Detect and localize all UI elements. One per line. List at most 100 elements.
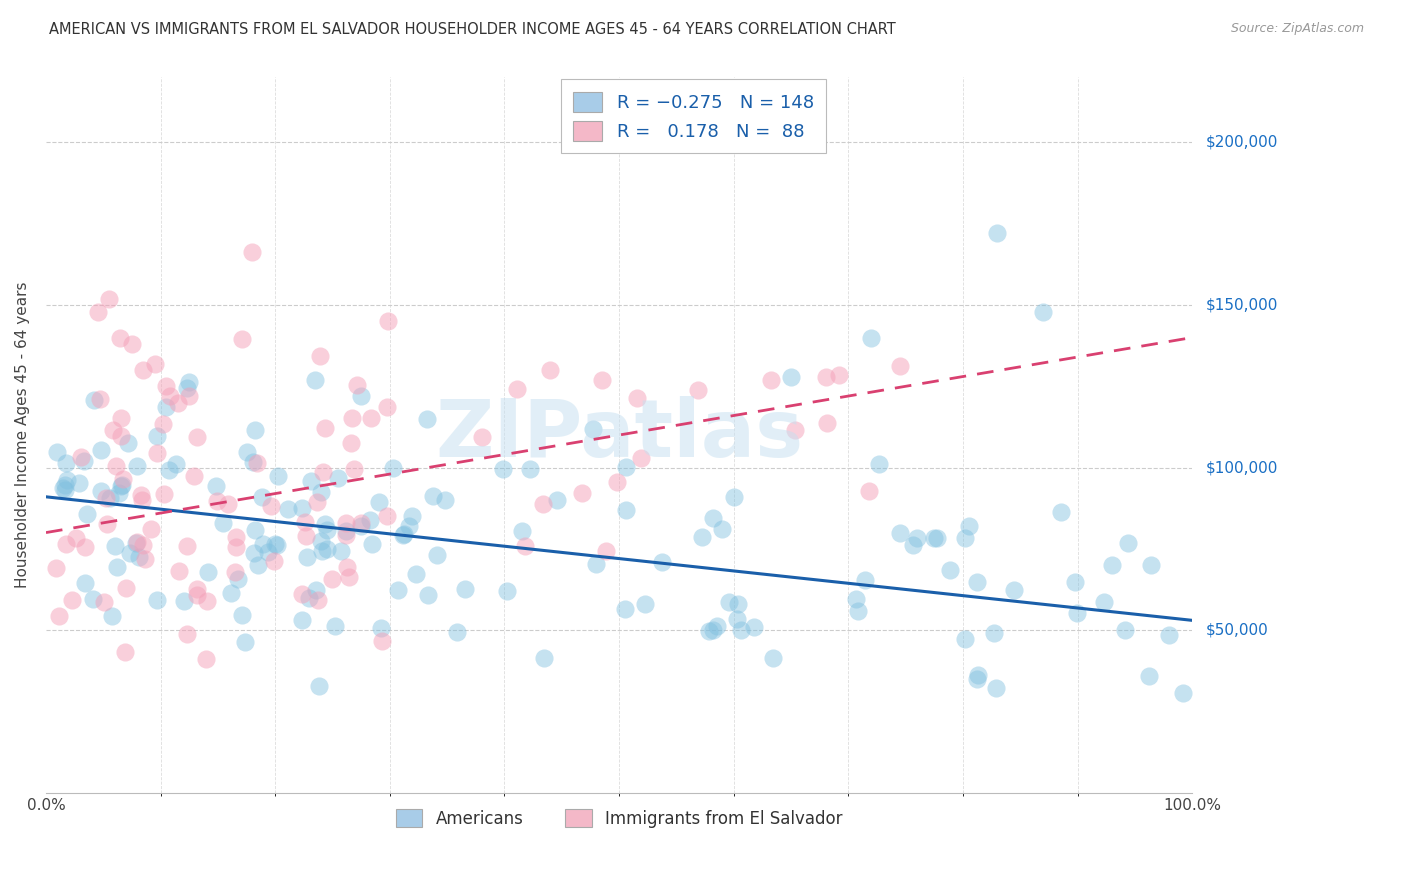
Point (595, 544, 617, 558)
Point (1002, 583, 1025, 598)
Point (277, 501, 299, 516)
Point (86, 304, 108, 318)
Point (368, 495, 391, 509)
Point (959, 519, 981, 533)
Point (889, 359, 911, 374)
Point (314, 421, 336, 435)
Point (297, 549, 319, 564)
Point (127, 458, 149, 473)
Point (401, 509, 423, 524)
Point (692, 531, 714, 545)
Point (651, 555, 673, 569)
Point (426, 549, 449, 563)
Point (152, 417, 174, 431)
Point (846, 603, 869, 617)
Point (582, 422, 605, 436)
Point (233, 635, 256, 649)
Point (591, 373, 613, 387)
Point (295, 529, 318, 543)
Point (370, 621, 392, 635)
Point (634, 597, 657, 611)
Text: ZIPatlas: ZIPatlas (434, 396, 803, 474)
Point (72, 453, 94, 467)
Point (98, 491, 121, 506)
Point (336, 559, 359, 574)
Point (225, 540, 247, 554)
Point (165, 457, 187, 471)
Point (98, 292, 121, 306)
Point (506, 383, 529, 397)
Y-axis label: Householder Income Ages 45 - 64 years: Householder Income Ages 45 - 64 years (15, 282, 30, 589)
Point (246, 456, 269, 470)
Point (247, 558, 270, 572)
Point (56, 473, 79, 487)
Point (606, 475, 628, 490)
Text: $150,000: $150,000 (1206, 298, 1278, 312)
Point (267, 469, 290, 483)
Point (197, 565, 219, 579)
Point (905, 531, 928, 545)
Point (1066, 606, 1088, 620)
Point (702, 624, 724, 638)
Point (815, 370, 838, 384)
Point (418, 588, 440, 602)
Point (495, 584, 517, 599)
Point (346, 377, 368, 392)
Point (335, 524, 357, 539)
Point (626, 391, 648, 405)
Point (1114, 623, 1136, 637)
Point (82, 592, 104, 607)
Point (471, 430, 494, 444)
Point (350, 516, 373, 530)
Point (337, 570, 360, 584)
Point (176, 627, 198, 641)
Point (93, 595, 115, 609)
Point (762, 650, 785, 665)
Point (55, 478, 77, 492)
Point (157, 463, 180, 477)
Point (290, 587, 312, 601)
Point (446, 624, 468, 639)
Point (264, 537, 287, 551)
Point (205, 494, 228, 508)
Point (377, 400, 399, 414)
Point (195, 594, 218, 608)
Point (325, 619, 347, 633)
Point (335, 528, 357, 542)
Point (146, 446, 169, 460)
Point (294, 516, 316, 530)
Point (433, 493, 456, 508)
Point (785, 423, 807, 437)
Legend: Americans, Immigrants from El Salvador: Americans, Immigrants from El Salvador (389, 803, 849, 834)
Point (242, 455, 264, 469)
Point (219, 586, 242, 600)
Point (231, 332, 253, 346)
Point (986, 227, 1008, 241)
Point (69, 450, 91, 464)
Point (224, 566, 246, 580)
Point (225, 530, 247, 544)
Point (387, 583, 409, 598)
Point (984, 681, 1007, 696)
Point (96, 517, 118, 532)
Point (853, 573, 876, 587)
Point (375, 508, 398, 523)
Point (314, 516, 336, 531)
Point (205, 479, 228, 493)
Text: $50,000: $50,000 (1206, 623, 1268, 638)
Point (52, 481, 75, 495)
Point (744, 620, 766, 634)
Point (309, 349, 332, 363)
Point (686, 383, 709, 397)
Point (266, 538, 288, 552)
Point (339, 436, 361, 450)
Point (706, 619, 728, 633)
Point (76, 507, 98, 521)
Point (139, 522, 162, 536)
Point (121, 337, 143, 351)
Point (585, 557, 607, 571)
Point (128, 550, 150, 565)
Point (166, 395, 188, 409)
Point (328, 471, 350, 485)
Point (697, 624, 720, 639)
